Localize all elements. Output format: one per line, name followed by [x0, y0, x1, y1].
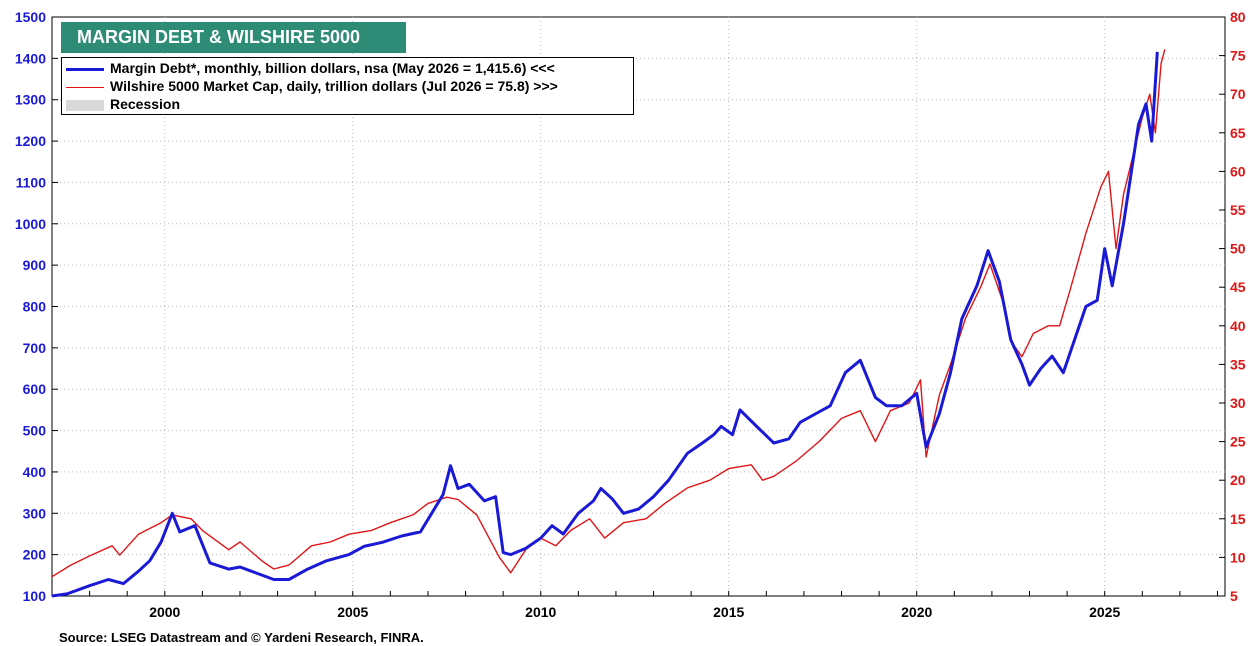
x-axis-tick-label: 2015: [713, 604, 744, 620]
x-axis-tick-label: 2000: [149, 604, 180, 620]
legend-swatch-wilshire: [66, 86, 104, 89]
legend-item-wilshire: Wilshire 5000 Market Cap, daily, trillio…: [66, 77, 558, 95]
x-axis-tick-label: 2005: [337, 604, 368, 620]
left-axis-tick-label: 1500: [15, 9, 46, 25]
left-axis: 100 200 300 400 500 600 700 800 900 1000 1100 1200 1…: [15, 9, 58, 604]
left-axis-tick-label: 1000: [15, 216, 46, 232]
x-axis-tick-label: 2025: [1089, 604, 1120, 620]
legend-item-margin-debt: Margin Debt*, monthly, billion dollars, …: [66, 59, 555, 77]
right-axis-tick-label: 25: [1230, 434, 1246, 450]
series-line-wilshire: [51, 49, 1166, 578]
right-axis-tick-label: 15: [1230, 511, 1246, 527]
x-axis: 2000 2005 2010 2015 2020 2025: [51, 591, 1218, 620]
left-axis-tick-label: 1400: [15, 50, 46, 66]
right-axis-tick-label: 50: [1230, 241, 1246, 257]
left-axis-tick-label: 700: [23, 340, 47, 356]
legend-label-recession: Recession: [110, 96, 181, 112]
legend-item-recession: Recession: [66, 95, 180, 113]
legend-label-wilshire: Wilshire 5000 Market Cap, daily, trillio…: [110, 78, 558, 94]
series-layer: [51, 49, 1166, 598]
left-axis-tick-label: 400: [23, 464, 47, 480]
left-axis-tick-label: 100: [23, 588, 47, 604]
right-axis-tick-label: 45: [1230, 279, 1246, 295]
left-axis-tick-label: 500: [23, 423, 47, 439]
series-line-margin-debt: [51, 51, 1159, 598]
left-axis-tick-label: 600: [23, 381, 47, 397]
right-axis-tick-label: 10: [1230, 549, 1246, 565]
right-axis-tick-label: 20: [1230, 472, 1246, 488]
source-note: Source: LSEG Datastream and © Yardeni Re…: [59, 630, 424, 645]
x-axis-tick-label: 2010: [525, 604, 556, 620]
right-axis-tick-label: 75: [1230, 48, 1246, 64]
legend: Margin Debt*, monthly, billion dollars, …: [61, 57, 634, 115]
left-axis-tick-label: 1200: [15, 133, 46, 149]
right-axis-tick-label: 60: [1230, 163, 1246, 179]
legend-label-margin-debt: Margin Debt*, monthly, billion dollars, …: [110, 60, 555, 76]
left-axis-tick-label: 1300: [15, 92, 46, 108]
right-axis-tick-label: 70: [1230, 86, 1246, 102]
right-axis-tick-label: 35: [1230, 356, 1246, 372]
right-axis-tick-label: 65: [1230, 125, 1246, 141]
right-axis: 5 10 15 20 25 30 35 40 45 50 55 60 65 70 75 80: [1219, 9, 1246, 604]
right-axis-tick-label: 40: [1230, 318, 1246, 334]
left-axis-tick-label: 1100: [16, 174, 47, 190]
chart-title: MARGIN DEBT & WILSHIRE 5000: [61, 22, 406, 53]
left-axis-tick-label: 200: [23, 547, 47, 563]
left-axis-tick-label: 800: [23, 299, 47, 315]
legend-swatch-recession: [66, 99, 104, 111]
x-axis-tick-label: 2020: [901, 604, 932, 620]
right-axis-tick-label: 30: [1230, 395, 1246, 411]
right-axis-tick-label: 5: [1230, 588, 1238, 604]
right-axis-tick-label: 55: [1230, 202, 1246, 218]
legend-swatch-margin-debt: [66, 67, 104, 71]
left-axis-tick-label: 900: [23, 257, 47, 273]
left-axis-tick-label: 300: [23, 505, 47, 521]
right-axis-tick-label: 80: [1230, 9, 1246, 25]
